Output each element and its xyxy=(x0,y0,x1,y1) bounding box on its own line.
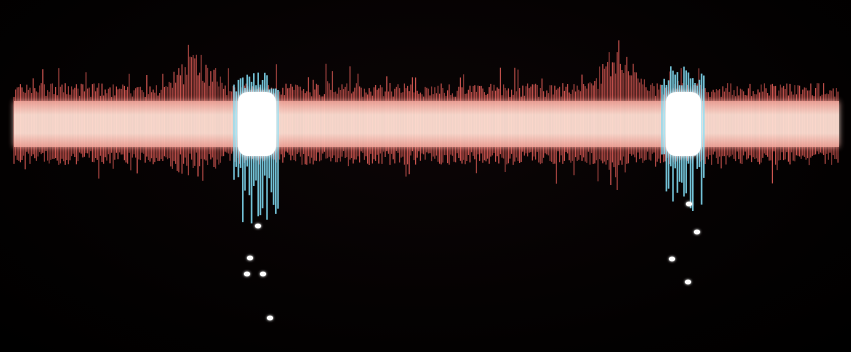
signal-band xyxy=(14,101,839,147)
signal-bursts xyxy=(233,66,705,224)
burst-core xyxy=(666,92,701,156)
scatter-dot xyxy=(685,201,693,207)
scatter-dot xyxy=(254,223,262,229)
burst-core xyxy=(238,92,276,156)
scatter-dot xyxy=(243,271,251,277)
scatter-dot xyxy=(246,255,254,261)
scatter-dots xyxy=(243,201,701,321)
scatter-dot xyxy=(684,279,692,285)
scatter-dot xyxy=(668,256,676,262)
scatter-dot xyxy=(693,229,701,235)
scatter-dot xyxy=(259,271,267,277)
scatter-dot xyxy=(266,315,274,321)
